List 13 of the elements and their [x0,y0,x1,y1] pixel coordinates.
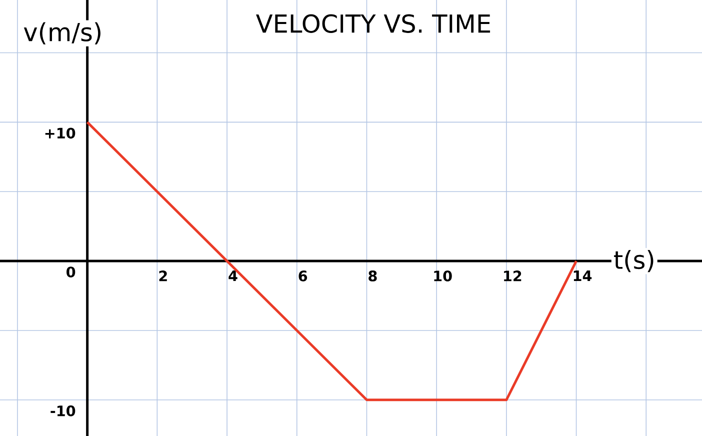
x-tick-label: 14 [574,270,592,281]
chart-title: VELOCITY VS. TIME [256,14,490,33]
y-tick-label: +10 [45,128,76,139]
y-tick-label: 0 [66,266,76,278]
x-tick-label: 4 [228,270,238,281]
x-tick-label: 10 [434,270,452,282]
y-tick-label: -10 [50,405,76,416]
y-axis-title: v(m/s) [24,22,100,44]
x-tick-label: 6 [298,270,308,282]
x-tick-label: 12 [504,270,522,282]
x-axis-title: t(s) [614,250,654,272]
x-tick-label: 8 [368,270,377,282]
x-tick-label: 2 [159,270,167,282]
